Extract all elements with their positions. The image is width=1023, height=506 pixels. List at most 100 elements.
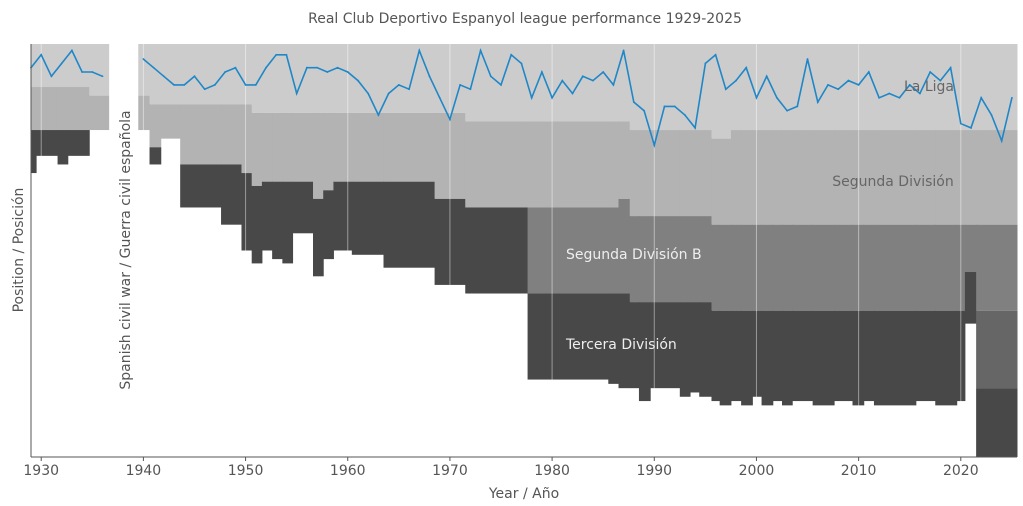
band-segunda [434,112,466,199]
band-segunda [741,130,753,225]
position-point [786,109,789,112]
band-segunda-b [915,224,936,311]
position-point [775,96,778,99]
band-segunda-b [730,224,742,311]
band-la-liga [89,44,110,96]
band-segunda [711,138,721,225]
band-tercera [180,164,222,208]
position-point [540,71,543,73]
band-segunda [57,87,69,131]
position-point [837,88,840,91]
band-la-liga [873,44,917,131]
x-tick-label: 1930 [23,463,59,479]
band-segunda [792,130,814,225]
band-segunda-rfef [976,310,1018,389]
position-point [1000,139,1003,142]
position-point [898,96,901,99]
band-segunda [915,130,936,225]
band-la-liga [261,44,273,113]
position-point [101,75,104,78]
band-segunda [383,112,436,182]
band-segunda-b [761,224,774,311]
position-point [796,105,799,108]
position-point [408,88,410,91]
position-point [653,144,656,146]
band-tercera [261,181,273,251]
position-point [285,53,288,56]
position-point [152,66,155,69]
position-point [193,75,196,78]
position-point [357,79,359,82]
band-la-liga [323,44,334,113]
band-tercera [781,310,793,406]
position-point [244,83,247,86]
band-tercera [650,302,681,389]
band-la-liga [834,44,853,131]
position-point [755,96,758,99]
band-la-liga [976,44,1018,131]
band-segunda [272,112,283,182]
band-la-liga [383,44,436,113]
band-segunda [730,130,742,225]
position-point [81,71,83,73]
position-point [714,53,717,56]
position-point [551,96,553,99]
position-point [469,88,472,91]
position-point [735,79,737,82]
band-segunda [956,130,966,225]
position-point [857,83,860,86]
band-tercera [333,181,353,251]
band-la-liga [719,44,732,139]
band-tercera [527,293,609,380]
band-segunda [772,130,783,225]
position-point [929,71,932,73]
position-point [275,53,278,56]
band-tercera [251,185,263,264]
band-tercera [313,198,324,277]
band-tercera [792,310,814,402]
position-point [673,105,676,108]
position-point [142,58,145,60]
band-la-liga [313,44,324,113]
position-point [919,92,921,95]
position-point [234,66,237,69]
band-tercera [852,310,865,406]
band-segunda [638,130,651,217]
position-point [724,88,727,91]
band-la-liga [730,44,742,131]
band-la-liga [792,44,814,131]
band-tercera [812,310,835,406]
position-point [500,83,502,86]
position-point [602,71,605,73]
band-tercera [834,310,853,402]
position-point [745,66,748,69]
band-tercera [36,130,59,156]
band-la-liga [638,44,651,131]
position-point [847,79,850,82]
band-segunda [618,121,631,199]
position-point [806,58,809,60]
band-la-liga [650,44,681,131]
position-point [50,75,53,78]
position-point [520,62,523,65]
band-segunda [679,130,691,217]
band-segunda-b [608,207,620,294]
band-segunda-b [699,216,712,303]
band-la-liga [772,44,783,131]
position-point [612,83,615,86]
position-point [530,96,533,99]
chart-title: Real Club Deportivo Espanyol league perf… [308,11,742,27]
band-la-liga [31,44,37,88]
band-tercera [761,310,774,406]
position-point [336,66,339,69]
position-point [224,71,227,73]
band-segunda [781,130,793,225]
band-tercera [730,310,742,402]
band-la-liga [690,44,700,131]
band-segunda [465,121,529,208]
position-point [214,83,216,86]
band-la-liga [863,44,875,131]
x-tick-label: 1970 [432,463,468,479]
band-segunda [873,130,917,225]
band-la-liga [351,44,385,113]
